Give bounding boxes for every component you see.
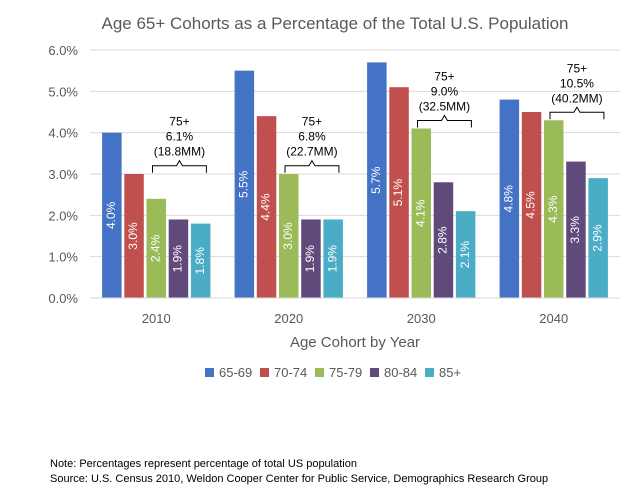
- data-label: 1.8%: [193, 247, 207, 275]
- bar-65-69-2040: [499, 99, 520, 298]
- annotation-text: (32.5MM): [419, 100, 470, 114]
- legend-label: 85+: [439, 365, 461, 380]
- annotation-text: (40.2MM): [551, 91, 602, 105]
- legend-label: 80-84: [384, 365, 417, 380]
- annotation-text: 10.5%: [560, 76, 594, 90]
- bar-80-84-2040: [566, 161, 586, 298]
- data-label: 5.5%: [237, 170, 251, 198]
- bar-80-84-2010: [168, 219, 189, 298]
- legend-swatch-75-79: [315, 368, 324, 377]
- y-tick-label: 2.0%: [48, 208, 78, 223]
- legend-label: 70-74: [274, 365, 307, 380]
- annotation-text: 9.0%: [431, 85, 459, 99]
- x-axis-label: Age Cohort by Year: [290, 334, 420, 351]
- data-label: 1.9%: [303, 245, 317, 273]
- legend-label: 65-69: [219, 365, 252, 380]
- bar-85+-2010: [190, 223, 211, 298]
- bar-75-79-2020: [279, 174, 299, 298]
- bar-75-79-2040: [544, 120, 564, 299]
- annotation-text: 75+: [169, 115, 189, 129]
- data-label: 1.9%: [171, 245, 185, 273]
- annotation-bracket: [152, 159, 207, 173]
- bar-70-74-2030: [389, 87, 409, 298]
- data-label: 3.0%: [281, 222, 295, 250]
- y-tick-label: 0.0%: [48, 291, 78, 306]
- data-label: 4.4%: [259, 193, 273, 221]
- bar-75-79-2010: [146, 198, 166, 298]
- legend-swatch-65-69: [205, 368, 214, 377]
- x-tick-label: 2010: [142, 311, 171, 326]
- data-label: 4.0%: [104, 201, 118, 229]
- data-label: 4.8%: [502, 185, 516, 213]
- annotation-text: 75+: [302, 115, 322, 129]
- bar-85+-2020: [323, 219, 343, 298]
- bar-65-69-2010: [102, 132, 122, 298]
- data-label: 2.8%: [436, 226, 450, 254]
- annotation-text: 6.1%: [166, 130, 194, 144]
- annotation-text: 6.8%: [298, 130, 326, 144]
- legend-swatch-70-74: [260, 368, 269, 377]
- data-label: 5.7%: [369, 166, 383, 194]
- legend-label: 75-79: [329, 365, 362, 380]
- x-tick-label: 2040: [539, 311, 568, 326]
- bar-70-74-2020: [256, 116, 277, 298]
- data-label: 5.1%: [391, 179, 405, 207]
- data-label: 2.9%: [590, 224, 604, 252]
- x-tick-label: 2030: [407, 311, 436, 326]
- y-tick-label: 4.0%: [48, 126, 78, 141]
- data-label: 1.9%: [325, 245, 339, 273]
- data-label: 2.1%: [458, 241, 472, 269]
- note-text: Note: Percentages represent percentage o…: [50, 458, 357, 470]
- bar-80-84-2020: [301, 219, 321, 298]
- annotation-bracket: [549, 106, 605, 120]
- data-label: 2.4%: [148, 234, 162, 262]
- annotation-text: 75+: [434, 70, 454, 84]
- bar-80-84-2030: [433, 182, 454, 298]
- data-label: 3.3%: [568, 216, 582, 244]
- bar-75-79-2030: [411, 128, 431, 298]
- bar-70-74-2010: [124, 174, 144, 298]
- bar-70-74-2040: [521, 112, 542, 298]
- bar-85+-2040: [588, 178, 608, 298]
- data-label: 4.3%: [546, 195, 560, 223]
- bar-65-69-2020: [234, 70, 255, 299]
- annotation-bracket: [284, 159, 340, 173]
- legend-swatch-80-84: [370, 368, 379, 377]
- data-label: 4.1%: [413, 199, 427, 227]
- x-tick-label: 2020: [274, 311, 303, 326]
- annotation-bracket: [417, 114, 472, 128]
- annotation-text: 75+: [567, 61, 587, 75]
- footnotes: Note: Percentages represent percentage o…: [50, 457, 548, 487]
- annotation-text: (18.8MM): [154, 145, 205, 159]
- chart-title: Age 65+ Cohorts as a Percentage of the T…: [101, 14, 568, 33]
- y-tick-label: 5.0%: [48, 84, 78, 99]
- data-label: 3.0%: [126, 222, 140, 250]
- y-tick-label: 3.0%: [48, 167, 78, 182]
- annotation-text: (22.7MM): [286, 145, 337, 159]
- bar-85+-2030: [455, 211, 476, 298]
- y-tick-label: 6.0%: [48, 43, 78, 58]
- source-text: Source: U.S. Census 2010, Weldon Cooper …: [50, 473, 549, 485]
- legend-swatch-85+: [425, 368, 434, 377]
- bar-65-69-2030: [367, 62, 387, 299]
- y-tick-label: 1.0%: [48, 250, 78, 265]
- data-label: 4.5%: [524, 191, 538, 219]
